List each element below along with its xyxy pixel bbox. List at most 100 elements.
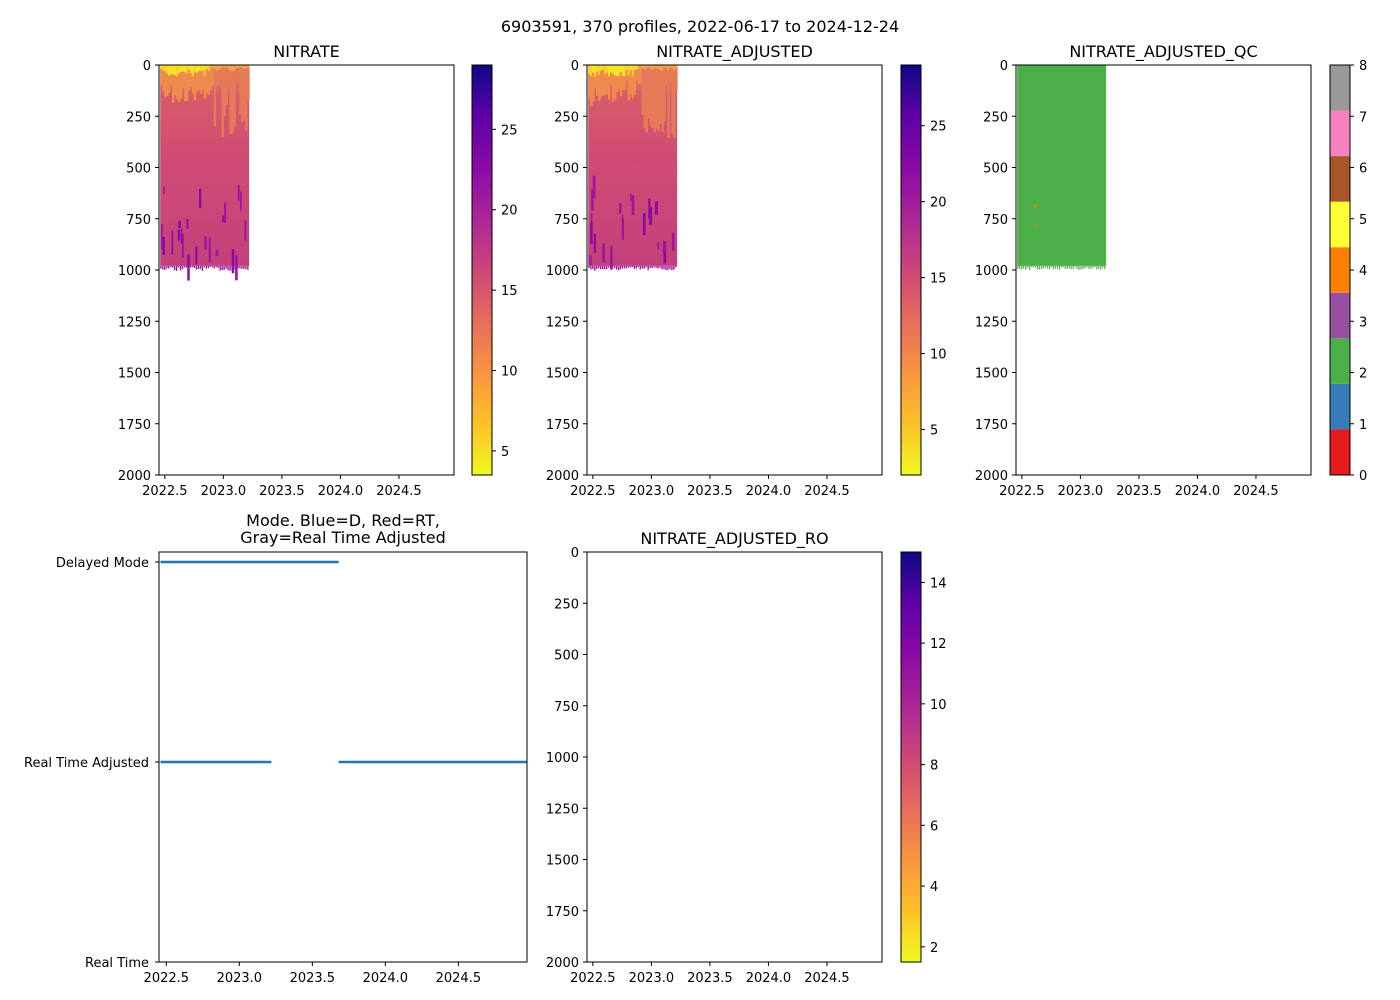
y-tick-label: 1500 (975, 367, 1008, 382)
field-cell (655, 69, 658, 129)
x-tick-label: 2023.0 (217, 971, 263, 986)
field-cell (243, 65, 246, 69)
field-cell (633, 70, 637, 95)
field-edge (661, 265, 663, 270)
field-edge (637, 265, 639, 268)
colorbar-tick-label: 2 (1359, 367, 1367, 382)
field-edge (649, 265, 651, 268)
field-cell (239, 67, 242, 115)
field-cell (653, 67, 656, 133)
field-edge (227, 265, 229, 271)
field-cell (237, 67, 240, 83)
field-cell (239, 65, 242, 68)
field-cell (175, 65, 179, 77)
field-cell (647, 65, 650, 68)
field-cell (639, 65, 643, 70)
colorbar-tick-label: 25 (501, 123, 518, 138)
field-edge (1023, 265, 1025, 269)
field-cell (647, 67, 650, 119)
y-tick-label: 0 (571, 59, 579, 74)
field-cell (207, 65, 211, 71)
y-tick-label: 1500 (546, 854, 579, 869)
field-edge (179, 265, 182, 271)
panel-nitrate-adjusted-qc: 0 1 2 3 4 5 6 7 8 2022.5 2023.0 2023.5 2024.0 2024.5 0… (975, 42, 1367, 499)
field-cell (241, 67, 244, 123)
field-cell (209, 68, 213, 90)
field-cell (199, 71, 203, 94)
field-cell (665, 67, 668, 86)
field-edge (233, 265, 235, 270)
field-cell (219, 65, 222, 69)
field-edge (641, 265, 643, 269)
field-cell (600, 70, 603, 97)
field-streak (180, 228, 183, 244)
field-cell (637, 65, 641, 70)
field-edge (245, 265, 247, 270)
x-tick-label: 2022.5 (142, 484, 188, 499)
field-edge (187, 265, 190, 270)
field-cell (207, 70, 211, 95)
colorbar-segment (1330, 383, 1350, 430)
field-edge (1021, 265, 1023, 270)
field-cell (181, 71, 185, 88)
field-edge (617, 265, 620, 271)
colorbar-segment (1330, 338, 1350, 384)
field-cell (602, 65, 605, 70)
colorbar-tick-label: 10 (930, 698, 947, 713)
field-edge (1058, 265, 1060, 270)
colorbar-tick-label: 7 (1359, 110, 1367, 125)
field-cell (183, 72, 187, 102)
x-tick-label: 2023.5 (687, 971, 733, 986)
field-streak (629, 193, 632, 201)
field-streak (215, 249, 219, 257)
field-cell (174, 75, 177, 96)
field-cell (201, 70, 205, 91)
field-edge (1084, 265, 1086, 269)
field-cell (185, 73, 189, 102)
field-streak (244, 220, 247, 241)
field-cell (191, 76, 195, 94)
field-cell (619, 65, 623, 73)
field-edge (653, 265, 655, 268)
field-cell (227, 65, 230, 70)
y-tick-label: 500 (126, 162, 151, 177)
field-cell (659, 70, 662, 124)
heatmap-field (588, 65, 678, 271)
field-streak (642, 213, 646, 236)
field-edge (197, 265, 200, 270)
y-tick-label: 500 (983, 162, 1008, 177)
field-edge (1096, 265, 1098, 270)
field-cell (602, 69, 605, 96)
panel-title: NITRATE_ADJUSTED_QC (1069, 42, 1257, 62)
field-streak (602, 243, 606, 263)
heatmap-field (160, 65, 250, 281)
field-cell (621, 76, 625, 91)
panel-nitrate: 2022.5 2023.0 2023.5 2024.0 2024.5 0 250 500 750… (118, 42, 518, 499)
y-tick-label: 0 (143, 59, 151, 74)
field-edge (659, 265, 661, 268)
y-tick-label: 500 (554, 162, 579, 177)
field-cell (233, 70, 236, 127)
panel-mode: 2022.5 2023.0 2023.5 2024.0 2024.5 Delayed Mo… (24, 511, 528, 986)
field-cell (657, 65, 660, 69)
field-edge (1040, 265, 1043, 270)
field-streak (593, 233, 597, 253)
x-tick-label: 2022.5 (570, 971, 616, 986)
field-edge (607, 265, 610, 268)
field-edge (645, 265, 647, 268)
field-edge (592, 265, 594, 270)
field-edge (600, 265, 602, 270)
x-tick-label: 2024.0 (746, 971, 792, 986)
field-streak (162, 236, 165, 255)
colorbar-tick-label: 10 (501, 364, 518, 379)
field-edge (663, 265, 665, 270)
field-edge (1080, 265, 1082, 270)
field-cell (653, 65, 656, 68)
colorbar (900, 64, 922, 476)
field-edge (602, 265, 604, 270)
colorbar-tick-label: 8 (930, 759, 938, 774)
field-streak (648, 198, 651, 219)
field-streak (195, 246, 198, 264)
field-cell (598, 74, 601, 101)
field-cell (671, 68, 674, 135)
